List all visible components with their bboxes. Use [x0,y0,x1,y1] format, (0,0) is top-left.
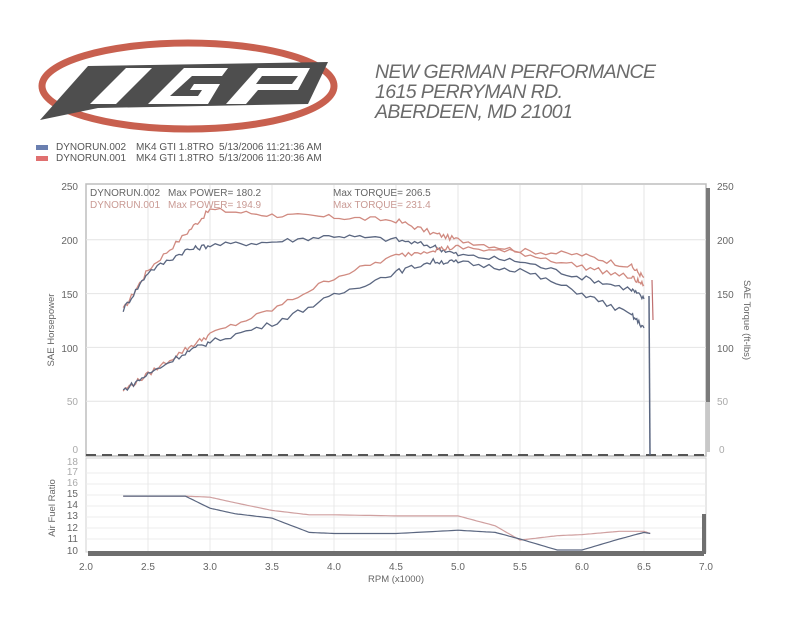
x-tick: 2.0 [79,562,93,573]
legend-swatch-blue [36,145,48,150]
x-axis-title: RPM (x1000) [368,574,424,585]
x-tick: 6.0 [575,562,589,573]
x-tick: 4.5 [389,562,403,573]
address-line-1: NEW GERMAN PERFORMANCE [375,61,656,83]
left-axis-ticks: 250 200 150 100 50 0 [61,182,78,456]
run2-drop-line [648,295,651,456]
afr-bottom-bar [88,551,704,556]
dynorun-001-horsepower-line [122,244,645,392]
right-tick: 50 [717,397,729,408]
right-tick: 150 [717,290,734,301]
left-tick: 0 [72,445,78,456]
x-tick: 3.5 [265,562,279,573]
run-legend: DYNORUN.002 MK4 GTI 1.8TRO 5/13/2006 11:… [36,142,322,164]
legend-item-run1: DYNORUN.001 MK4 GTI 1.8TRO 5/13/2006 11:… [36,153,322,164]
right-axis-ticks: 250 200 150 100 50 0 [717,182,734,456]
x-tick: 5.0 [451,562,465,573]
dynorun-001-afr-line [123,495,651,541]
legend-run: DYNORUN.002 [56,142,127,153]
legend-vehicle: MK4 GTI 1.8TRO [136,142,214,153]
right-tick: 200 [717,236,734,247]
afr-tick: 10 [67,546,79,557]
annot-run2-power: Max POWER= 180.2 [168,188,262,199]
x-tick: 4.0 [327,562,341,573]
annot-run2-name: DYNORUN.002 [90,188,160,199]
right-tick: 250 [717,182,734,193]
afr-tick: 17 [67,467,79,478]
legend-swatch-red [36,156,48,161]
legend-run: DYNORUN.001 [56,153,127,164]
afr-tick: 15 [67,489,79,500]
x-axis-ticks: 2.0 2.5 3.0 3.5 4.0 4.5 5.0 5.5 6.0 6.5 … [79,562,713,573]
afr-tick: 16 [67,478,79,489]
afr-right-bar [702,514,706,554]
left-tick: 150 [61,290,78,301]
right-axis-bar-light [706,402,710,452]
address-line-3: ABERDEEN, MD 21001 [375,101,573,123]
afr-tick: 11 [68,534,79,545]
right-axis-bar [706,188,710,402]
annot-run1-name: DYNORUN.001 [90,200,160,211]
right-axis-title: SAE Torque (ft-lbs) [741,280,752,360]
main-curves [122,207,645,392]
ngp-racing-logo: RACING [38,39,338,133]
afr-tick: 12 [67,523,79,534]
legend-timestamp: 5/13/2006 11:21:36 AM [219,142,322,153]
x-tick: 5.5 [513,562,527,573]
left-tick: 100 [61,344,78,355]
dynorun-002-horsepower-line [122,257,645,392]
afr-axis-ticks: 18 17 16 15 14 13 12 11 10 [67,457,79,557]
x-tick: 7.0 [699,562,713,573]
afr-curves [123,495,651,551]
legend-timestamp: 5/13/2006 11:20:36 AM [219,153,322,164]
annot-run1-power: Max POWER= 194.9 [168,200,262,211]
left-axis-title: SAE Horsepower [46,294,57,367]
main-vertical-grid [147,185,645,455]
legend-item-run2: DYNORUN.002 MK4 GTI 1.8TRO 5/13/2006 11:… [36,142,322,153]
run1-drop-line [651,279,654,321]
right-tick: 0 [719,445,725,456]
left-tick: 250 [61,182,78,193]
afr-tick: 18 [67,457,79,468]
x-tick: 3.0 [203,562,217,573]
dynorun-002-afr-line [123,495,651,551]
shop-address: NEW GERMAN PERFORMANCE 1615 PERRYMAN RD.… [375,61,656,123]
logo-ring [38,39,338,133]
x-tick: 2.5 [141,562,155,573]
x-tick: 6.5 [637,562,651,573]
left-tick: 200 [61,236,78,247]
afr-vertical-grid [147,459,645,551]
left-tick: 50 [67,397,79,408]
afr-tick: 13 [67,511,79,522]
legend-vehicle: MK4 GTI 1.8TRO [136,153,214,164]
annot-run2-torque: Max TORQUE= 206.5 [333,188,431,199]
afr-axis-title: Air Fuel Ratio [47,479,58,537]
dynorun-002-torque-line [122,234,645,312]
logo-racing-text: RACING [133,108,268,123]
right-tick: 100 [717,344,734,355]
dynorun-001-torque-line [122,207,645,308]
address-line-2: 1615 PERRYMAN RD. [375,81,563,103]
afr-tick: 14 [67,500,79,511]
annot-run1-torque: Max TORQUE= 231.4 [333,200,431,211]
